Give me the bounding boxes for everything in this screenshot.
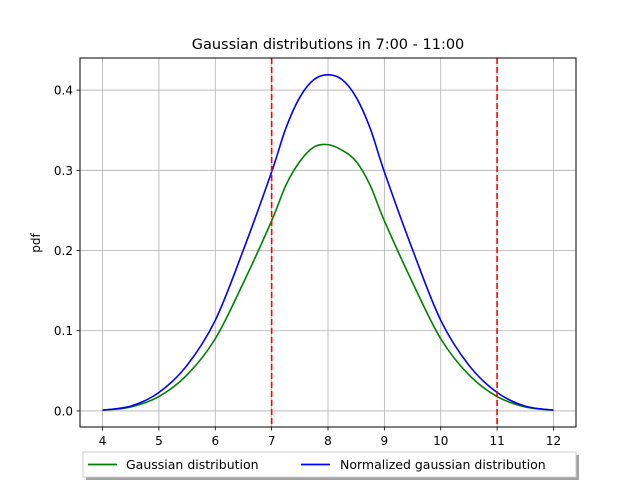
- reference-lines: [270, 58, 498, 427]
- x-tick-label: 8: [324, 434, 332, 448]
- legend-label-gaussian: Gaussian distribution: [126, 457, 259, 472]
- legend: Gaussian distribution Normalized gaussia…: [82, 451, 579, 480]
- legend-label-normalized: Normalized gaussian distribution: [340, 457, 546, 472]
- x-tick-label: 11: [489, 434, 504, 448]
- x-tick-label: 10: [433, 434, 448, 448]
- x-tick-label: 5: [155, 434, 163, 448]
- x-tick-label: 4: [99, 434, 107, 448]
- y-axis-title: pdf: [29, 233, 43, 253]
- x-tick-label: 7: [268, 434, 276, 448]
- x-tick-label: 6: [211, 434, 219, 448]
- y-axis-ticks: 0.0 0.1 0.2 0.3 0.4: [54, 84, 80, 418]
- y-tick-label: 0.1: [54, 324, 73, 338]
- y-tick-label: 0.4: [54, 84, 73, 98]
- x-axis-ticks: 4 5 6 7 8 9 10 11 12: [99, 427, 561, 448]
- x-tick-label: 12: [546, 434, 561, 448]
- grid-lines: [80, 58, 576, 427]
- x-tick-label: 9: [381, 434, 389, 448]
- y-tick-label: 0.2: [54, 244, 73, 258]
- chart-title: Gaussian distributions in 7:00 - 11:00: [192, 37, 465, 53]
- series-line-gaussian: [102, 143, 554, 411]
- y-tick-label: 0.3: [54, 164, 73, 178]
- series-lines: [102, 74, 554, 411]
- y-tick-label: 0.0: [54, 404, 73, 418]
- series-line-normalized: [102, 74, 554, 411]
